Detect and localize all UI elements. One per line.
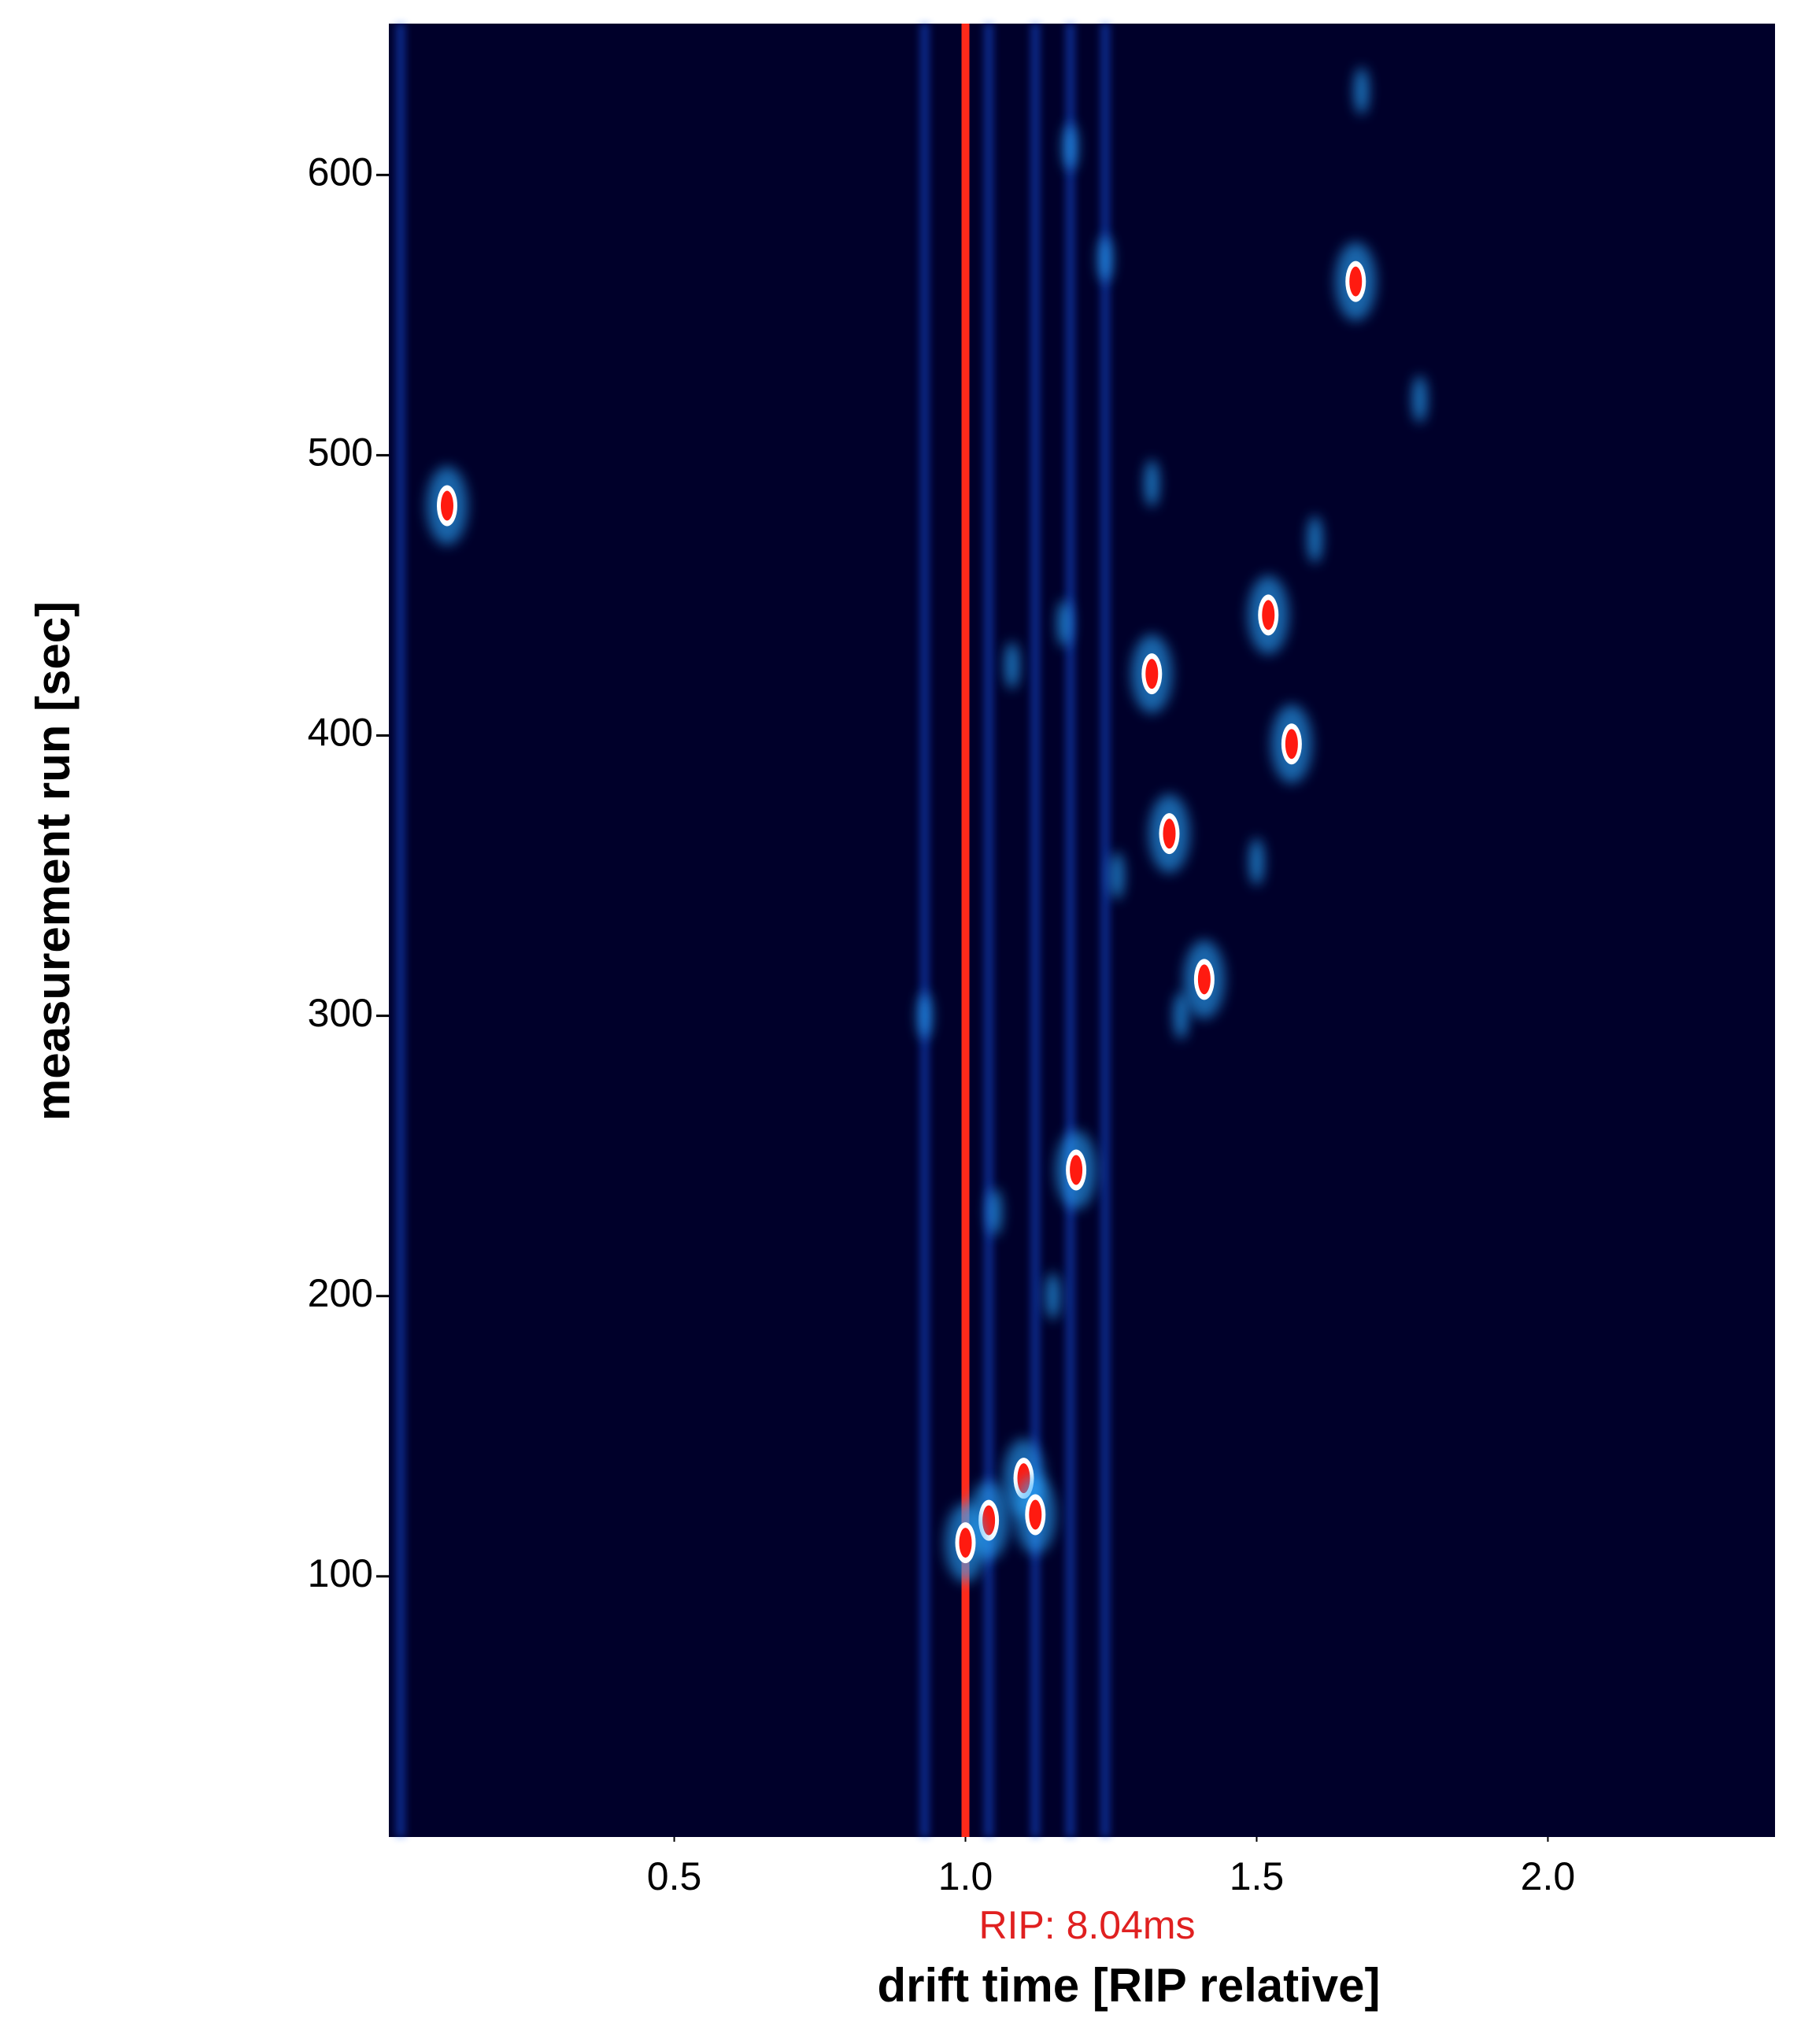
faint-spot bbox=[987, 1188, 1002, 1236]
peak bbox=[1270, 704, 1312, 784]
peak-core bbox=[440, 490, 453, 521]
peak-core bbox=[1163, 819, 1176, 849]
y-axis-title: measurement run [sec] bbox=[27, 601, 80, 1121]
peak-core bbox=[1262, 600, 1275, 630]
x-tick-label: 1.0 bbox=[938, 1854, 993, 1898]
streak bbox=[919, 24, 930, 1837]
y-tick-label: 500 bbox=[308, 431, 373, 475]
peak-core bbox=[1349, 266, 1363, 297]
peak bbox=[945, 1503, 986, 1583]
y-tick-label: 600 bbox=[308, 150, 373, 194]
peak-core bbox=[1029, 1499, 1042, 1530]
peak-core bbox=[1197, 964, 1211, 995]
y-tick-label: 100 bbox=[308, 1551, 373, 1595]
x-axis-title: drift time [RIP relative] bbox=[877, 1959, 1380, 2012]
faint-spot bbox=[1098, 235, 1113, 283]
peak bbox=[426, 466, 468, 545]
peak-core bbox=[982, 1505, 996, 1536]
peak bbox=[1131, 634, 1173, 714]
faint-spot bbox=[1045, 1272, 1060, 1320]
peak-core bbox=[1145, 659, 1159, 689]
faint-spot bbox=[1004, 641, 1019, 689]
streak bbox=[1100, 24, 1111, 1837]
faint-spot bbox=[1249, 837, 1264, 885]
faint-spot bbox=[1412, 375, 1427, 423]
plot-area bbox=[389, 24, 1775, 1837]
streak bbox=[984, 24, 994, 1837]
peak-core bbox=[959, 1528, 972, 1558]
faint-spot bbox=[1174, 992, 1189, 1040]
peak-core bbox=[1285, 729, 1298, 760]
faint-spot bbox=[1063, 123, 1078, 171]
x-tick-label: 1.5 bbox=[1230, 1854, 1285, 1898]
streak bbox=[1030, 24, 1041, 1837]
peak-core bbox=[1070, 1155, 1083, 1185]
y-tick-label: 200 bbox=[308, 1271, 373, 1315]
plot-layer bbox=[395, 24, 1427, 1837]
faint-spot bbox=[917, 992, 932, 1040]
y-tick-label: 300 bbox=[308, 991, 373, 1035]
x-tick-label: 0.5 bbox=[647, 1854, 702, 1898]
peak bbox=[1248, 575, 1289, 655]
peak bbox=[1056, 1130, 1097, 1210]
peak bbox=[1148, 794, 1190, 874]
rip-line bbox=[961, 24, 970, 1837]
faint-spot bbox=[1057, 600, 1072, 648]
streak bbox=[395, 24, 405, 1837]
faint-spot bbox=[1307, 516, 1322, 564]
peak bbox=[1183, 940, 1225, 1019]
faint-spot bbox=[1145, 460, 1159, 508]
faint-spot bbox=[1109, 852, 1124, 900]
x-tick-label: 2.0 bbox=[1521, 1854, 1576, 1898]
peak bbox=[1335, 242, 1377, 321]
peak bbox=[1015, 1475, 1056, 1554]
faint-spot bbox=[1354, 67, 1369, 115]
streak bbox=[1065, 24, 1075, 1837]
annotation: RIP: 8.04ms bbox=[978, 1903, 1195, 1947]
y-tick-label: 400 bbox=[308, 711, 373, 755]
